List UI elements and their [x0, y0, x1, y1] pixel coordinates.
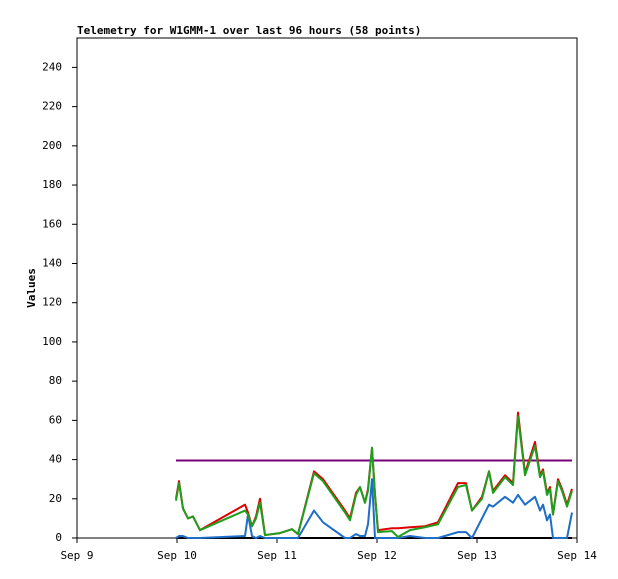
series-line [175, 478, 573, 539]
x-tick-label: Sep 9 [60, 549, 93, 562]
y-tick-label: 240 [42, 60, 62, 73]
y-tick-label: 80 [49, 374, 62, 387]
x-tick-label: Sep 10 [157, 549, 197, 562]
y-axis-label: Values [25, 268, 38, 308]
y-tick-label: 20 [49, 492, 62, 505]
y-tick-label: 200 [42, 139, 62, 152]
y-tick-label: 60 [49, 413, 62, 426]
x-tick-label: Sep 14 [557, 549, 597, 562]
x-tick-label: Sep 13 [457, 549, 497, 562]
x-tick-label: Sep 11 [257, 549, 297, 562]
y-tick-label: 0 [55, 531, 62, 544]
series-line [175, 415, 573, 539]
chart-title: Telemetry for W1GMM-1 over last 96 hours… [77, 24, 421, 37]
y-tick-label: 220 [42, 100, 62, 113]
y-tick-label: 40 [49, 453, 62, 466]
y-tick-label: 140 [42, 256, 62, 269]
x-tick-label: Sep 12 [357, 549, 397, 562]
y-tick-label: 120 [42, 296, 62, 309]
y-tick-label: 180 [42, 178, 62, 191]
y-tick-label: 160 [42, 217, 62, 230]
y-tick-label: 100 [42, 335, 62, 348]
